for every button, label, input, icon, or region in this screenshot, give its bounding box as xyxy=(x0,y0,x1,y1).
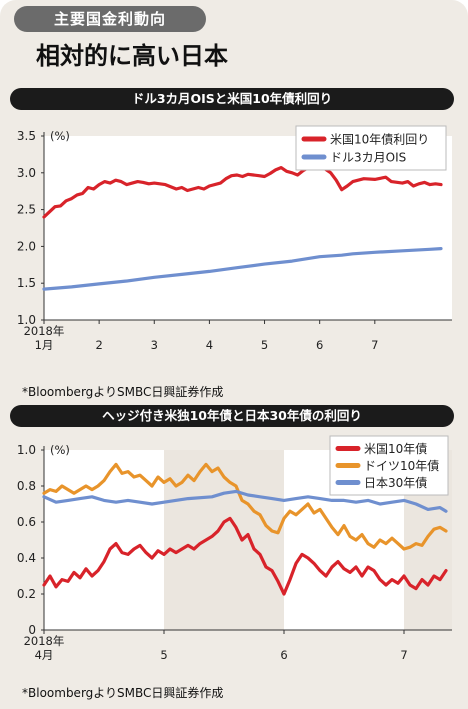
chart2-series-line-2 xyxy=(42,462,448,551)
chart1-legend-label-2: ドル3カ月OIS xyxy=(330,151,406,165)
chart1-x-tick-label: 1月 xyxy=(35,338,54,352)
chart1-y-tick-label: 1.0 xyxy=(17,313,36,327)
chart2-y-tick-label: 0.2 xyxy=(17,587,36,601)
chart1-y-tick-label: 1.5 xyxy=(17,276,36,290)
chart1-title: ドル3カ月OISと米国10年債利回り xyxy=(10,88,454,110)
chart1-x-tick-label: 5 xyxy=(261,338,268,352)
chart1-source-note: *BloombergよりSMBC日興証券作成 xyxy=(22,385,224,399)
chart1-x-tick-label: 4 xyxy=(206,338,213,352)
chart2-source-note: *BloombergよりSMBC日興証券作成 xyxy=(22,686,224,700)
chart1-unit-label: (%) xyxy=(50,129,70,143)
chart2-y-tick-label: 0.6 xyxy=(17,515,36,529)
chart2-x-tick-label: 6 xyxy=(280,648,287,662)
chart2-x-tick-label: 5 xyxy=(160,648,167,662)
chart1-x-tick-label: 3 xyxy=(151,338,158,352)
chart2-series-line-3 xyxy=(42,489,448,513)
chart2-y-tick-label: 1.0 xyxy=(17,443,36,457)
chart2-legend-label-3: 日本30年債 xyxy=(364,475,427,490)
chart1-x-tick-label: 6 xyxy=(316,338,323,352)
page-title: 相対的に高い日本 xyxy=(36,41,228,70)
chart1-legend-box xyxy=(295,125,447,171)
chart2-y-tick-label: 0.4 xyxy=(17,551,36,565)
chart2-unit-label: (%) xyxy=(50,443,70,457)
chart1-y-tick-label: 2.0 xyxy=(17,239,36,253)
chart1-y-tick-label: 3.5 xyxy=(17,129,36,143)
chart1-y-tick-label: 2.5 xyxy=(17,203,36,217)
chart2-legend-label-1: 米国10年債 xyxy=(364,441,427,456)
chart1-y-tick-label: 3.0 xyxy=(17,166,36,180)
chart1-x-tick-label: 7 xyxy=(371,338,378,352)
chart2-y-tick-label: 0 xyxy=(28,623,36,637)
chart2-series-line-1 xyxy=(42,516,448,596)
chart1-x-tick-label: 2 xyxy=(95,338,102,352)
chart1-series-line-1 xyxy=(42,163,443,219)
chart2-legend-label-2: ドイツ10年債 xyxy=(364,458,439,473)
chart1-legend-label-1: 米国10年債利回り xyxy=(330,132,429,147)
chart1-series-line-2 xyxy=(42,247,443,291)
chart2-y-tick-label: 0.8 xyxy=(17,479,36,493)
chart2-x-year-label: 2018年 xyxy=(24,634,65,648)
chart2-title: ヘッジ付き米独10年債と日本30年債の利回り xyxy=(10,405,454,427)
header-tag: 主要国金利動向 xyxy=(14,6,206,32)
chart2-x-tick-label: 4月 xyxy=(35,648,54,662)
chart1-x-year-label: 2018年 xyxy=(24,324,65,338)
chart2-x-tick-label: 7 xyxy=(400,648,407,662)
